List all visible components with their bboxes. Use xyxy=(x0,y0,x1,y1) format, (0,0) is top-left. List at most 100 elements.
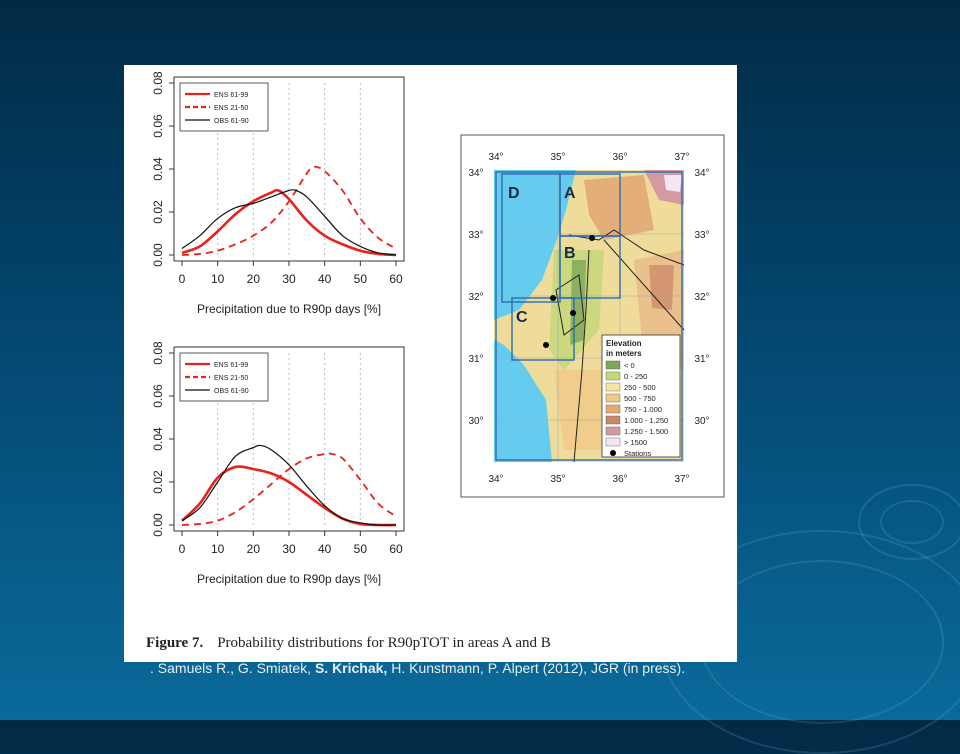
y-tick-label: 0.00 xyxy=(151,243,165,267)
area-box-c xyxy=(511,297,575,361)
map-lat-label-right: 31° xyxy=(694,354,709,365)
elevation-legend-label: > 1500 xyxy=(624,438,647,447)
map-elevation-ridge xyxy=(649,265,674,310)
figure-caption-text: Probability distributions for R90pTOT in… xyxy=(217,635,551,651)
map-lat-label-right: 34° xyxy=(694,168,709,179)
x-tick-label: 50 xyxy=(354,272,368,286)
station-legend-dot xyxy=(610,450,616,456)
series-line-obs-61-90 xyxy=(181,444,397,526)
y-tick-label: 0.06 xyxy=(151,114,165,138)
x-tick-label: 40 xyxy=(318,272,332,286)
x-tick-label: 10 xyxy=(211,542,225,556)
station-dot xyxy=(543,342,549,348)
map-lon-label-top: 34° xyxy=(488,152,503,163)
station-legend-label: Stations xyxy=(624,449,651,458)
map-elevation-desert xyxy=(554,370,614,450)
map-elevation-summit xyxy=(664,175,682,192)
figure-caption: Figure 7. Probability distributions for R… xyxy=(146,635,551,652)
elevation-legend-swatch xyxy=(605,404,621,414)
y-tick-label: 0.00 xyxy=(151,513,165,537)
map-inner-frame xyxy=(495,171,683,461)
elevation-legend-label: 1.250 - 1.500 xyxy=(624,427,668,436)
density-chart-top: 0 10 20 30 40 50 60 0.00 0.02 0.04 0.06 0.08 Precipi… xyxy=(151,71,405,316)
elevation-legend-title: Elevation xyxy=(606,339,642,348)
legend-label: ENS 21-50 xyxy=(214,105,248,112)
x-tick-label: 0 xyxy=(179,542,186,556)
series-line-ens-61-99 xyxy=(181,465,397,527)
map-lon-label-bottom: 34° xyxy=(488,474,503,485)
map-lon-label-top: 35° xyxy=(550,152,565,163)
elevation-legend-label: 250 - 500 xyxy=(624,383,656,392)
elevation-legend-label: 1.000 - 1.250 xyxy=(624,416,668,425)
x-tick-label: 10 xyxy=(211,272,225,286)
map-lon-label-bottom: 37° xyxy=(674,474,689,485)
map-lat-label-right: 30° xyxy=(694,416,709,427)
map-lat-label-left: 32° xyxy=(468,292,483,303)
figure-graphics: 0 10 20 30 40 50 60 0.00 0.02 0.04 0.06 0.08 Precipi… xyxy=(151,71,725,586)
series-line-ens-21-50 xyxy=(181,165,397,256)
x-tick-label: 30 xyxy=(282,542,296,556)
series-line-obs-61-90 xyxy=(181,189,397,256)
map-lat-label-left: 30° xyxy=(468,416,483,427)
y-tick-label: 0.04 xyxy=(151,157,165,181)
legend-label: OBS 61-90 xyxy=(214,118,249,125)
density-chart-bottom: 0 10 20 30 40 50 60 0.00 0.02 0.04 0.06 0.08 Precipi… xyxy=(151,341,405,586)
x-axis-label: Precipitation due to R90p days [%] xyxy=(197,572,381,586)
map-elevation-rift xyxy=(570,260,586,345)
station-dot xyxy=(570,310,576,316)
map-lat-label-left: 33° xyxy=(468,230,483,241)
citation: . Samuels R., G. Smiatek, S. Krichak, H.… xyxy=(150,660,685,676)
elevation-legend-swatch xyxy=(605,437,621,447)
citation-authors: Samuels R., G. Smiatek, xyxy=(157,660,312,676)
map-lon-label-bottom: 36° xyxy=(612,474,627,485)
elevation-legend-swatch xyxy=(605,393,621,403)
citation-bullet: . xyxy=(150,660,154,676)
map-border-line xyxy=(573,249,590,463)
y-tick-label: 0.08 xyxy=(151,71,165,95)
map-elevation-highland xyxy=(584,175,654,240)
elevation-legend-swatch xyxy=(605,382,621,392)
elevation-legend-label: 750 - 1.000 xyxy=(624,405,662,414)
figure-panel: 0 10 20 30 40 50 60 0.00 0.02 0.04 0.06 0.08 Precipi… xyxy=(124,65,737,662)
map-lat-label-left: 31° xyxy=(468,354,483,365)
map-lat-label-right: 32° xyxy=(694,292,709,303)
elevation-legend-label: 500 - 750 xyxy=(624,394,656,403)
legend-label: OBS 61-90 xyxy=(214,388,249,395)
x-tick-label: 50 xyxy=(354,542,368,556)
legend-label: ENS 61-99 xyxy=(214,92,248,99)
x-tick-label: 0 xyxy=(179,272,186,286)
area-label-d: D xyxy=(508,185,520,202)
elevation-legend-subtitle: in meters xyxy=(606,349,642,358)
x-tick-label: 30 xyxy=(282,272,296,286)
x-tick-label: 60 xyxy=(389,272,403,286)
elevation-legend-swatch xyxy=(605,360,621,370)
area-label-a: A xyxy=(564,185,576,202)
elevation-map: 34° 34° 35° 35° 36° 36° 37° 37° 34° 34° 33° 33° 32° 3… xyxy=(460,134,725,498)
elevation-legend-swatch xyxy=(605,371,621,381)
x-tick-label: 20 xyxy=(247,542,261,556)
area-label-c: C xyxy=(516,309,528,326)
station-dot xyxy=(550,295,556,301)
map-lat-label-right: 33° xyxy=(694,230,709,241)
y-tick-label: 0.08 xyxy=(151,341,165,365)
y-tick-label: 0.02 xyxy=(151,470,165,494)
x-tick-label: 40 xyxy=(318,542,332,556)
map-border-line xyxy=(555,274,585,336)
elevation-legend-swatch xyxy=(605,426,621,436)
y-tick-label: 0.02 xyxy=(151,200,165,224)
map-border-line xyxy=(568,229,685,266)
map-lon-label-top: 37° xyxy=(674,152,689,163)
series-line-ens-21-50 xyxy=(181,452,397,526)
legend-label: ENS 21-50 xyxy=(214,375,248,382)
legend-label: ENS 61-99 xyxy=(214,362,248,369)
elevation-legend-swatch xyxy=(605,415,621,425)
citation-rest: H. Kunstmann, P. Alpert (2012), JGR (in … xyxy=(391,660,686,676)
y-tick-label: 0.06 xyxy=(151,384,165,408)
map-lon-label-bottom: 35° xyxy=(550,474,565,485)
x-tick-label: 20 xyxy=(247,272,261,286)
map-lat-label-left: 34° xyxy=(468,168,483,179)
figure-label: Figure 7. xyxy=(146,635,204,651)
citation-highlight-author: S. Krichak, xyxy=(314,660,388,676)
map-border-line xyxy=(603,239,685,331)
series-line-ens-61-99 xyxy=(181,188,397,257)
